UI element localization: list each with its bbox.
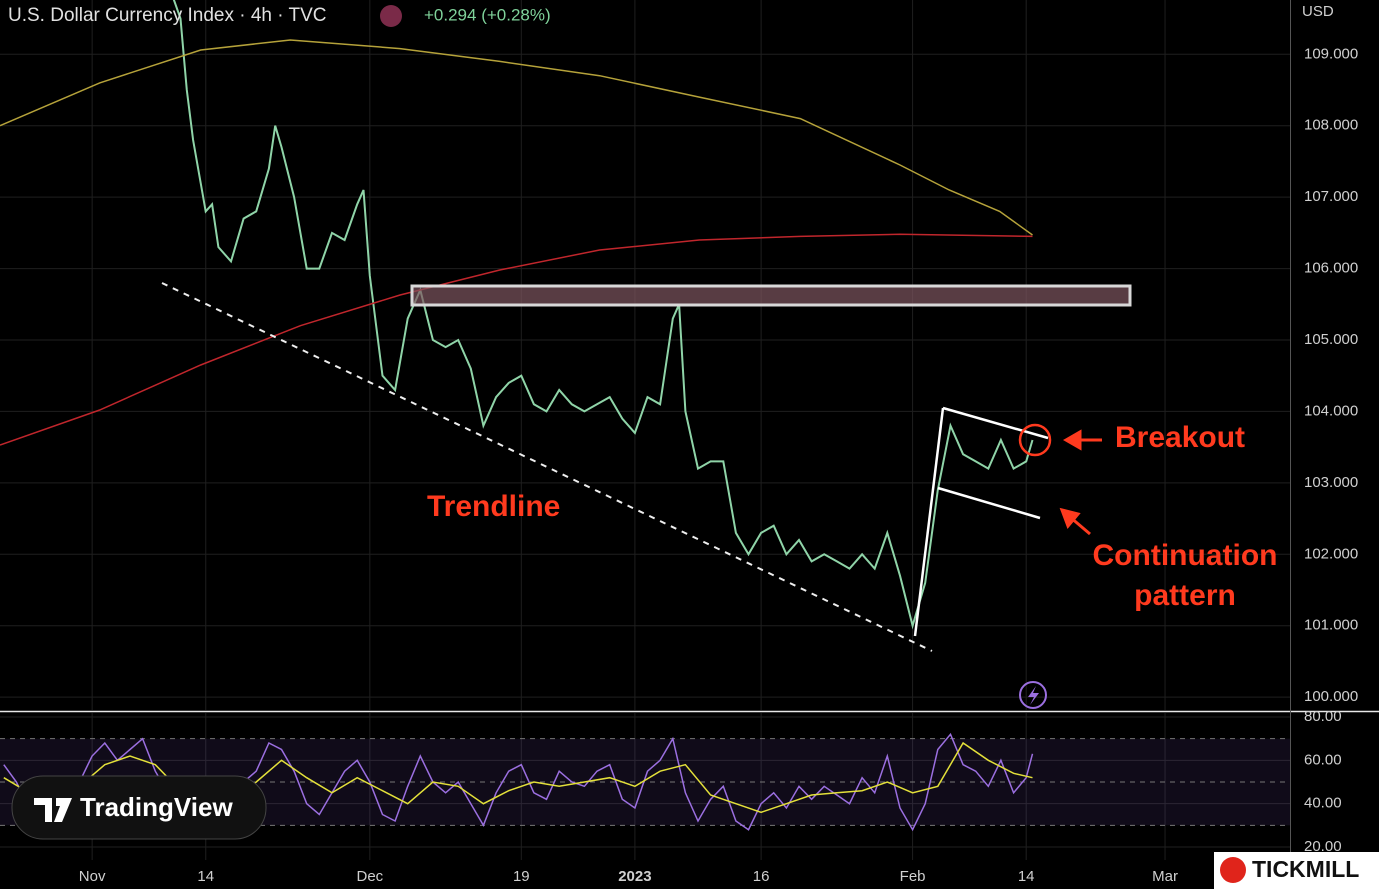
- x-tick-label: 14: [1018, 868, 1035, 885]
- series-line: [172, 0, 1034, 630]
- y-tick-label: 20.00: [1304, 838, 1342, 855]
- symbol-title: U.S. Dollar Currency Index · 4h · TVC: [8, 5, 327, 26]
- y-tick-label: 102.000: [1304, 545, 1358, 562]
- annotation: pattern: [1134, 579, 1236, 612]
- y-tick-label: 104.000: [1304, 402, 1358, 419]
- trendline: [161, 282, 933, 652]
- annotation: Breakout: [1115, 421, 1245, 454]
- arrows: [1059, 429, 1102, 536]
- y-tick-label: 109.000: [1304, 45, 1358, 62]
- resistance-zone: [410, 284, 1132, 307]
- x-tick-label: 16: [753, 868, 770, 885]
- x-tick-label: Mar: [1152, 868, 1178, 885]
- y-tick-label: 105.000: [1304, 331, 1358, 348]
- x-tick-label: 19: [513, 868, 530, 885]
- breakout-circle: [1018, 423, 1052, 457]
- flag-pole: [913, 407, 945, 637]
- x-tick-label: 2023: [618, 868, 651, 885]
- x-tick-label: Feb: [900, 868, 926, 885]
- x-tick-label: Dec: [356, 868, 383, 885]
- y-tick-label: 108.000: [1304, 117, 1358, 134]
- x-tick-label: 14: [197, 868, 214, 885]
- tickmill-text: TICKMILL: [1252, 856, 1359, 882]
- y-tick-label: 60.00: [1304, 751, 1342, 768]
- x-tick-label: Nov: [79, 868, 106, 885]
- annotation: Trendline: [427, 490, 560, 523]
- flag-bottom: [937, 486, 1041, 520]
- price-pane: [0, 0, 1034, 630]
- tradingview-logo: [34, 798, 72, 822]
- series-line: [0, 39, 1033, 236]
- y-tick-label: 80.00: [1304, 708, 1342, 725]
- price-change: +0.294 (+0.28%): [424, 5, 551, 24]
- indicator-icon: [380, 5, 402, 27]
- grid: [0, 0, 1290, 860]
- y-tick-label: 103.000: [1304, 474, 1358, 491]
- y-tick-label: 100.000: [1304, 688, 1358, 705]
- series-line: [0, 233, 1033, 446]
- alert-bolt: [1028, 686, 1039, 705]
- tradingview-text: TradingView: [80, 792, 233, 822]
- flag-top: [942, 406, 1049, 440]
- alert-icon[interactable]: [1019, 681, 1047, 709]
- y-tick-label: 101.000: [1304, 617, 1358, 634]
- tickmill-logo: [1220, 857, 1246, 883]
- annotation: Continuation: [1093, 539, 1278, 572]
- y-tick-label: 107.000: [1304, 188, 1358, 205]
- currency[interactable]: USD: [1302, 3, 1334, 20]
- tradingview-badge: [11, 775, 267, 840]
- y-tick-label: 40.00: [1304, 795, 1342, 812]
- y-tick-label: 106.000: [1304, 260, 1358, 277]
